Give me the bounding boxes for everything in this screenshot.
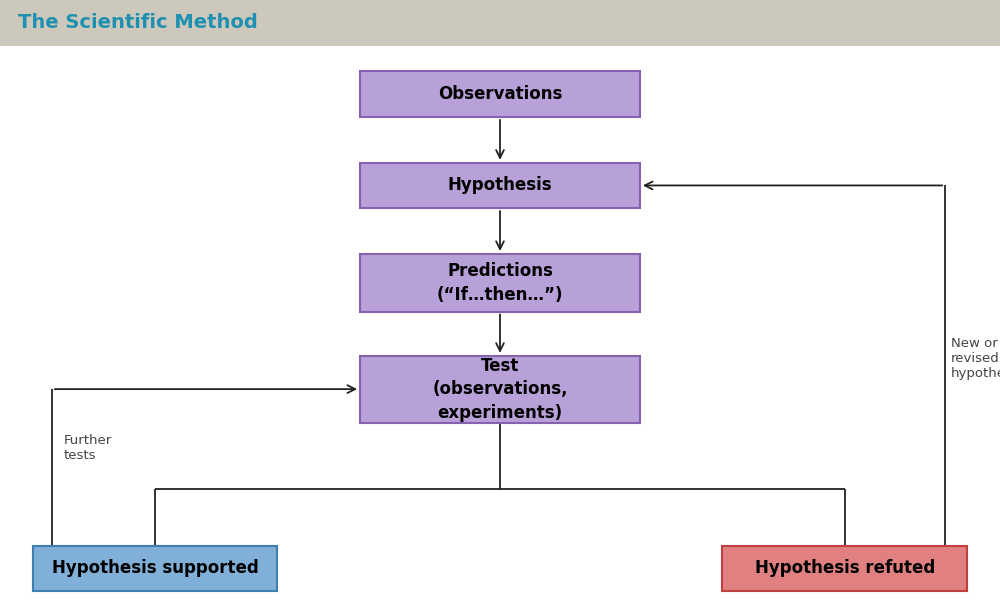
FancyBboxPatch shape: [32, 546, 277, 591]
Text: New or
revised
hypothesis: New or revised hypothesis: [951, 337, 1000, 380]
Text: The Scientific Method: The Scientific Method: [18, 13, 258, 32]
Text: Hypothesis refuted: Hypothesis refuted: [755, 559, 935, 578]
Bar: [0, 0, 1000, 46]
Text: Observations: Observations: [438, 85, 562, 103]
FancyBboxPatch shape: [360, 356, 640, 423]
FancyBboxPatch shape: [360, 163, 640, 208]
Text: Test
(observations,
experiments): Test (observations, experiments): [432, 356, 568, 422]
FancyBboxPatch shape: [360, 72, 640, 117]
Text: Hypothesis supported: Hypothesis supported: [52, 559, 258, 578]
FancyBboxPatch shape: [360, 254, 640, 311]
Text: Further
tests: Further tests: [64, 434, 112, 463]
Text: Predictions
(“If…then…”): Predictions (“If…then…”): [437, 262, 563, 303]
FancyBboxPatch shape: [722, 546, 967, 591]
Text: Hypothesis: Hypothesis: [448, 176, 552, 195]
